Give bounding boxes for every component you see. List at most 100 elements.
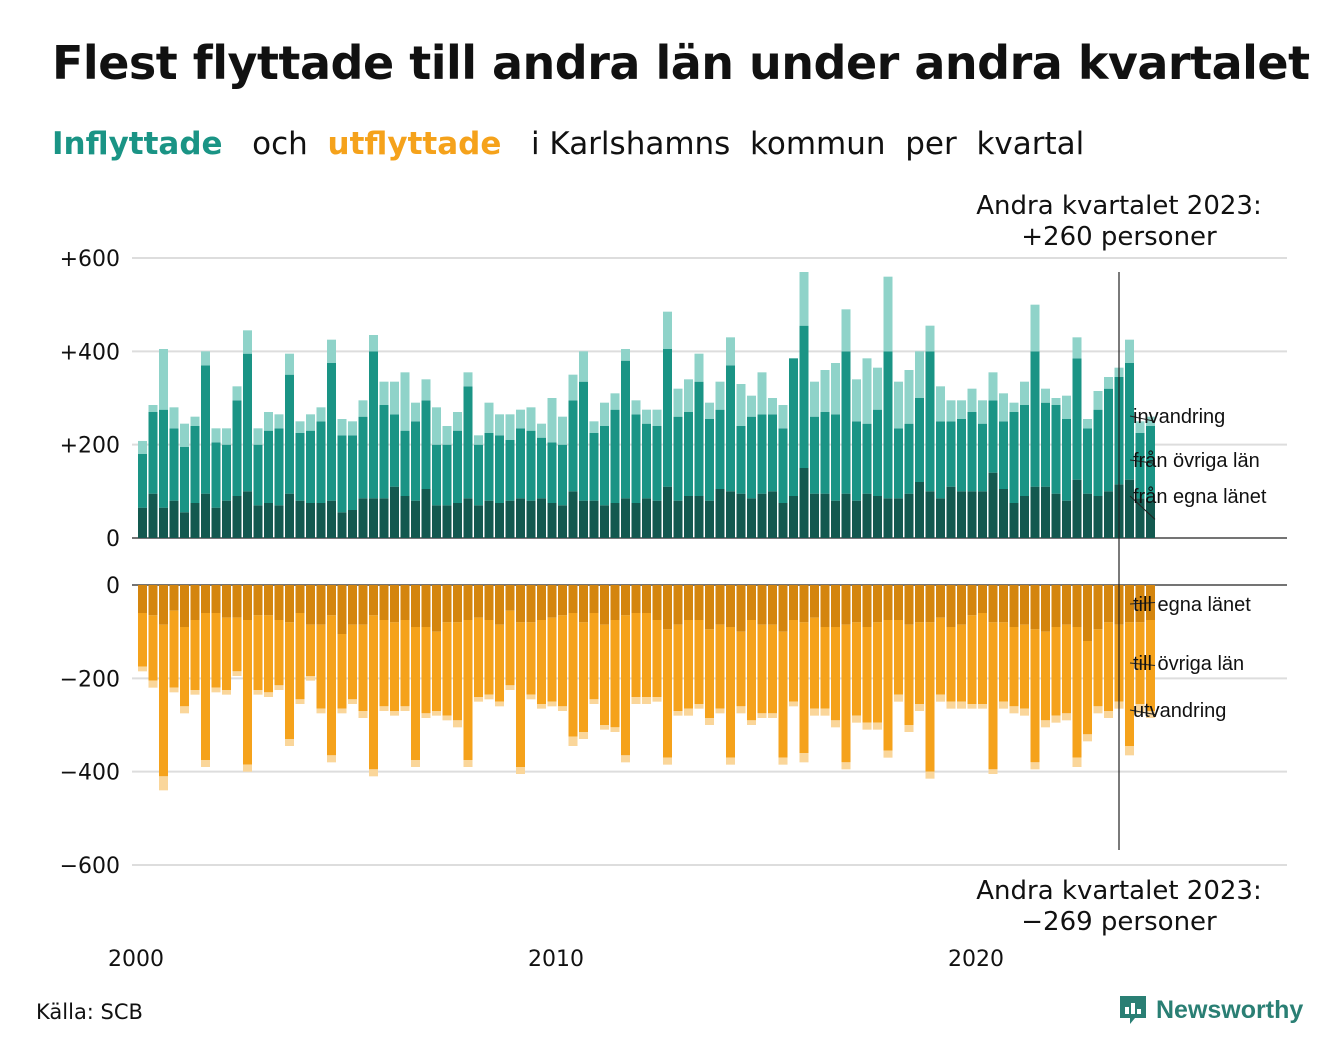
bar-in-other-counties (894, 428, 903, 499)
bar-in-own-county (799, 468, 809, 538)
bar-out-emigration (453, 720, 462, 728)
bar-out-emigration (789, 701, 798, 707)
bar-in-other-counties (747, 416, 756, 499)
bar-out-emigration (799, 753, 809, 763)
bar-in-own-county (1104, 491, 1113, 538)
bar-in-immigration (169, 407, 179, 429)
bar-in-immigration (1146, 416, 1155, 426)
bar-out-other-counties (768, 624, 777, 714)
inflow-bars (138, 272, 1155, 538)
bar-in-immigration (568, 374, 578, 401)
bar-out-emigration (211, 687, 221, 693)
label-leader (1129, 709, 1156, 715)
bar-out-emigration (621, 755, 630, 763)
bar-in-other-counties (883, 351, 893, 499)
bar-in-other-counties (453, 430, 462, 503)
bar-out-other-counties (463, 620, 473, 760)
bar-out-emigration (999, 701, 1008, 709)
bar-in-other-counties (705, 419, 714, 501)
bar-in-immigration (379, 381, 389, 405)
bar-out-emigration (274, 685, 284, 690)
bar-out-emigration (978, 704, 987, 709)
bar-out-other-counties (957, 624, 966, 702)
bar-out-own-county (201, 585, 210, 613)
bar-in-other-counties (600, 426, 609, 506)
bar-out-other-counties (610, 620, 620, 728)
bar-in-own-county (631, 503, 641, 538)
bar-in-own-county (390, 486, 399, 538)
x-tick-label: 2000 (108, 947, 164, 972)
bar-out-emigration (337, 708, 347, 714)
bar-in-other-counties (190, 426, 200, 503)
bar-in-immigration (358, 400, 368, 417)
label-leader (1129, 459, 1156, 464)
bar-out-own-county (253, 585, 263, 616)
bar-in-immigration (684, 379, 693, 412)
bar-out-other-counties (1030, 629, 1040, 763)
bar-out-emigration (568, 736, 578, 746)
bar-out-emigration (852, 715, 861, 723)
bar-in-own-county (316, 503, 326, 538)
bar-in-other-counties (211, 442, 221, 508)
bar-in-immigration (390, 381, 399, 415)
bar-out-own-county (568, 585, 578, 613)
label-leader (1129, 662, 1156, 666)
bar-out-emigration (442, 715, 452, 721)
bar-out-other-counties (358, 624, 368, 711)
bar-out-emigration (201, 760, 210, 767)
bar-out-emigration (652, 697, 662, 702)
bar-in-own-county (211, 507, 221, 538)
bar-out-own-county (978, 585, 987, 613)
bar-in-other-counties (159, 409, 168, 508)
bar-out-own-county (1009, 585, 1019, 627)
bar-in-other-counties (967, 412, 977, 492)
bar-in-own-county (904, 493, 914, 538)
source-note: Källa: SCB (36, 1000, 143, 1024)
bar-out-own-county (138, 585, 147, 613)
bar-in-other-counties (1009, 412, 1019, 503)
brand-logo[interactable]: Newsworthy (1118, 994, 1303, 1026)
grid-lines (132, 257, 1287, 866)
bar-out-other-counties (967, 615, 977, 704)
bar-out-own-county (883, 585, 893, 620)
bar-out-own-county (862, 585, 872, 627)
bar-in-other-counties (337, 435, 347, 513)
bar-out-emigration (894, 694, 903, 702)
bar-in-other-counties (432, 444, 441, 506)
bar-in-immigration (537, 423, 546, 438)
chart-title: Flest flyttade till andra län under andr… (52, 36, 1310, 90)
bar-out-other-counties (673, 624, 683, 711)
bar-out-other-counties (379, 620, 389, 707)
bar-out-own-county (484, 585, 494, 620)
bar-out-other-counties (369, 615, 378, 770)
annotation-bottom-line1: Andra kvartalet 2023: (976, 876, 1261, 906)
bar-out-other-counties (621, 615, 630, 756)
bar-in-own-county (1146, 500, 1155, 538)
bar-out-other-counties (180, 627, 189, 707)
bar-in-own-county (400, 496, 410, 538)
bar-in-other-counties (852, 421, 861, 501)
bar-in-own-county (505, 500, 515, 538)
bar-in-other-counties (831, 414, 840, 501)
bar-in-immigration (463, 372, 473, 387)
bar-in-immigration (369, 335, 378, 352)
bar-out-other-counties (316, 624, 326, 709)
bar-in-other-counties (915, 398, 924, 482)
bar-out-emigration (757, 713, 767, 718)
bar-in-immigration (327, 339, 336, 363)
bar-in-own-county (978, 491, 987, 538)
bar-out-emigration (778, 757, 788, 765)
bar-out-emigration (1009, 706, 1019, 714)
bar-in-other-counties (1030, 351, 1040, 487)
bar-in-own-county (831, 500, 840, 538)
bar-in-own-county (222, 500, 231, 538)
bar-in-own-county (379, 498, 389, 538)
bar-out-own-county (411, 585, 420, 627)
bar-out-other-counties (778, 631, 788, 758)
bar-out-emigration (232, 671, 242, 676)
bar-out-other-counties (285, 622, 294, 739)
bar-out-other-counties (295, 613, 305, 700)
bar-in-immigration (232, 386, 242, 401)
bar-out-emigration (484, 694, 494, 700)
bar-in-immigration (316, 407, 326, 422)
